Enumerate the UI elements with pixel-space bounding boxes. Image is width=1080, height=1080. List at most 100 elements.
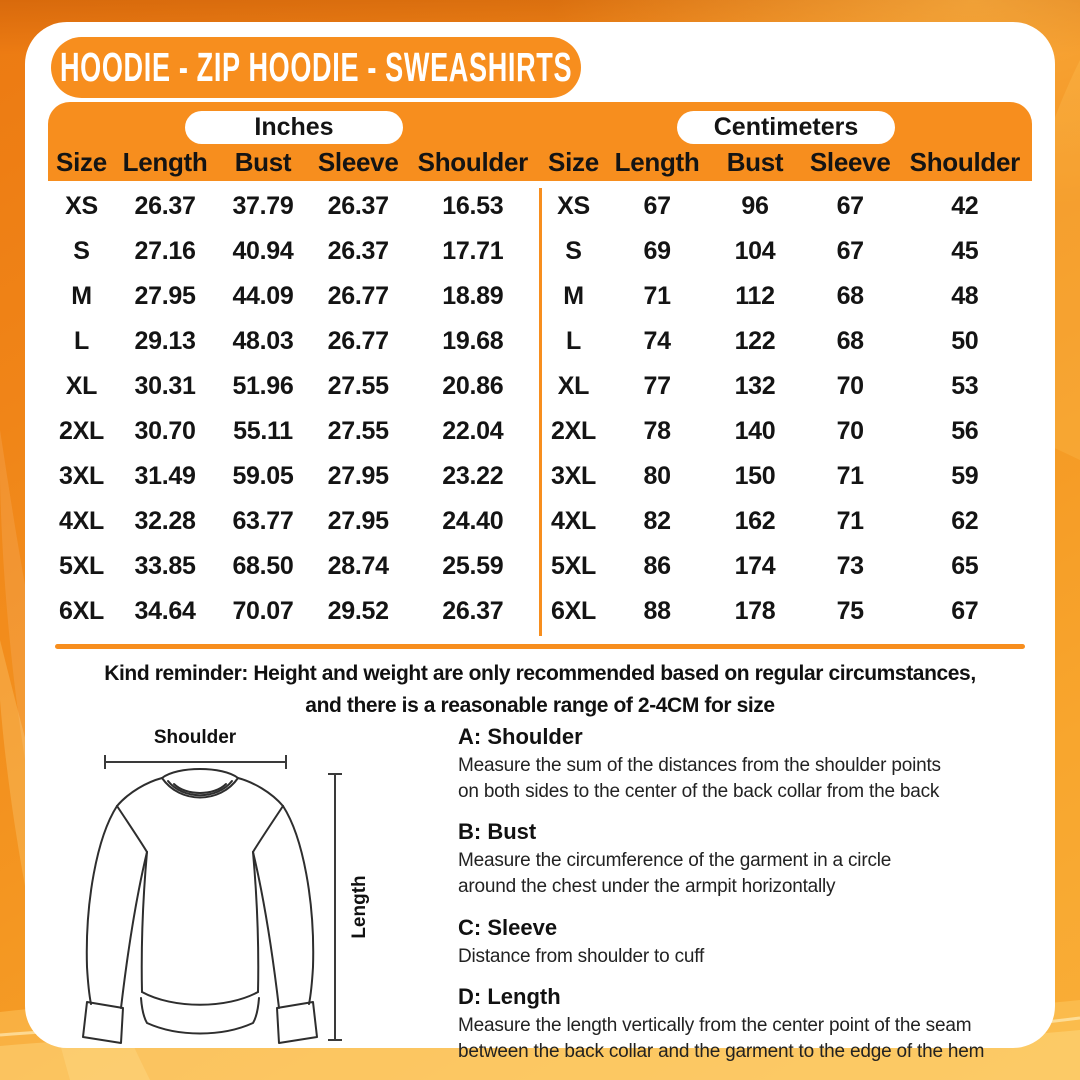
measurement-value: 63.77 — [232, 507, 294, 535]
measurement-value: 19.68 — [442, 327, 504, 355]
measurement-value: 27.95 — [327, 462, 389, 490]
measurement-value: 26.77 — [327, 327, 389, 355]
title-banner: HOODIE - ZIP HOODIE - SWEASHIRTS — [51, 37, 581, 98]
instruction-body: Distance from shoulder to cuff — [458, 945, 705, 967]
instruction-heading: D: Length — [458, 984, 561, 1010]
column-header-length: Length — [614, 147, 700, 177]
measurement-value: 27.16 — [134, 237, 196, 265]
size-label: S — [565, 237, 582, 265]
measurement-value: 140 — [734, 417, 776, 445]
size-label: 3XL — [550, 462, 596, 490]
measurement-value: 88 — [643, 597, 671, 625]
measurement-value: 50 — [951, 327, 979, 355]
size-label: L — [565, 327, 581, 355]
centimeters-column-headers: Size Length Bust Sleeve Shoulder — [540, 144, 1032, 181]
measurement-value: 56 — [951, 417, 979, 445]
measurement-value: 51.96 — [232, 372, 294, 400]
size-label: XL — [65, 372, 98, 400]
centimeters-unit-label: Centimeters — [713, 113, 859, 141]
measurement-value: 67 — [836, 192, 865, 220]
page-title: HOODIE - ZIP HOODIE - SWEASHIRTS — [59, 44, 573, 90]
measurement-instructions: A: Shoulder Measure the sum of the distan… — [458, 724, 1018, 1079]
measurement-value: 26.37 — [327, 237, 389, 265]
measurement-value: 67 — [951, 597, 979, 625]
measurement-value: 86 — [643, 552, 671, 580]
size-label: XL — [557, 372, 590, 400]
centimeters-header: Centimeters Size Length Bust Sleeve Shoulder — [540, 102, 1032, 181]
measurement-value: 22.04 — [442, 417, 504, 445]
size-chart-card: HOODIE - ZIP HOODIE - SWEASHIRTS Inches … — [25, 22, 1055, 1062]
measurement-value: 68 — [836, 282, 865, 310]
measurement-value: 70.07 — [232, 597, 294, 625]
table-vertical-divider — [539, 188, 542, 636]
measurement-value: 30.70 — [134, 417, 196, 445]
measurement-value: 30.31 — [134, 372, 196, 400]
measurement-value: 48.03 — [232, 327, 294, 355]
measurement-value: 70 — [836, 372, 865, 400]
centimeters-unit-pill: Centimeters — [677, 111, 895, 144]
measurement-value: 65 — [951, 552, 979, 580]
measurement-instruction: B: Bust Measure the circumference of the … — [458, 819, 1018, 899]
table-header-band: Inches Size Length Bust Sleeve Shoulder Cent… — [48, 102, 1032, 181]
measurement-value: 33.85 — [134, 552, 196, 580]
measurement-value: 32.28 — [134, 507, 196, 535]
measurement-value: 27.55 — [327, 372, 389, 400]
measurement-value: 27.55 — [327, 417, 389, 445]
reminder-line-1: Kind reminder: Height and weight are onl… — [104, 662, 976, 685]
size-label: XS — [65, 192, 98, 220]
measurement-value: 178 — [734, 597, 776, 625]
column-header-sleeve: Sleeve — [317, 147, 399, 177]
sweatshirt-outline — [82, 768, 318, 1044]
column-header-bust: Bust — [726, 147, 784, 177]
column-header-sleeve: Sleeve — [809, 147, 891, 177]
measurement-value: 69 — [643, 237, 671, 265]
column-header-size: Size — [56, 147, 107, 177]
measurement-value: 23.22 — [442, 462, 504, 490]
measurement-value: 96 — [741, 192, 769, 220]
measurement-value: 59.05 — [232, 462, 294, 490]
measurement-value: 17.71 — [442, 237, 504, 265]
measurement-value: 26.37 — [327, 192, 389, 220]
reminder-line-2: and there is a reasonable range of 2-4CM… — [305, 693, 775, 717]
measurement-value: 25.59 — [442, 552, 504, 580]
measurement-value: 26.77 — [327, 282, 389, 310]
measurement-value: 20.86 — [442, 372, 504, 400]
measurement-instruction: C: Sleeve Distance from shoulder to cuff — [458, 915, 1018, 970]
measurement-value: 29.13 — [134, 327, 196, 355]
measurement-value: 53 — [951, 372, 979, 400]
measurement-value: 70 — [836, 417, 865, 445]
instruction-body: Measure the circumference of the garment… — [458, 850, 892, 897]
column-header-shoulder: Shoulder — [909, 147, 1021, 177]
measurement-value: 71 — [836, 462, 865, 490]
inches-column-headers: Size Length Bust Sleeve Shoulder — [48, 144, 540, 181]
size-label: 6XL — [550, 597, 596, 625]
size-label: L — [73, 327, 89, 355]
size-label: S — [73, 237, 90, 265]
measurement-value: 44.09 — [232, 282, 294, 310]
measurement-value: 68.50 — [232, 552, 294, 580]
measurement-value: 71 — [643, 282, 671, 310]
size-label: M — [71, 282, 92, 310]
instruction-heading: B: Bust — [458, 819, 537, 845]
measurement-value: 71 — [836, 507, 865, 535]
column-header-shoulder: Shoulder — [417, 147, 529, 177]
measurement-value: 150 — [734, 462, 776, 490]
measurement-value: 27.95 — [134, 282, 196, 310]
inches-table-body: XS 26.37 37.79 26.37 16.53 S 27.16 40.94 26.37 17… — [48, 184, 540, 634]
measurement-value: 31.49 — [134, 462, 196, 490]
sweatshirt-diagram: Shoulder — [82, 727, 370, 1044]
measurement-value: 112 — [735, 282, 775, 310]
measurement-value: 18.89 — [442, 282, 504, 310]
measurement-value: 59 — [951, 462, 979, 490]
size-label: 5XL — [58, 552, 104, 580]
measurement-value: 48 — [951, 282, 979, 310]
measurement-value: 73 — [836, 552, 865, 580]
measurement-value: 28.74 — [327, 552, 389, 580]
measurement-value: 67 — [643, 192, 671, 220]
column-header-length: Length — [122, 147, 208, 177]
measurement-value: 24.40 — [442, 507, 504, 535]
measurement-value: 37.79 — [232, 192, 294, 220]
measurement-value: 55.11 — [233, 417, 293, 445]
size-label: 2XL — [550, 417, 596, 445]
measurement-instruction: A: Shoulder Measure the sum of the distan… — [458, 724, 1018, 804]
